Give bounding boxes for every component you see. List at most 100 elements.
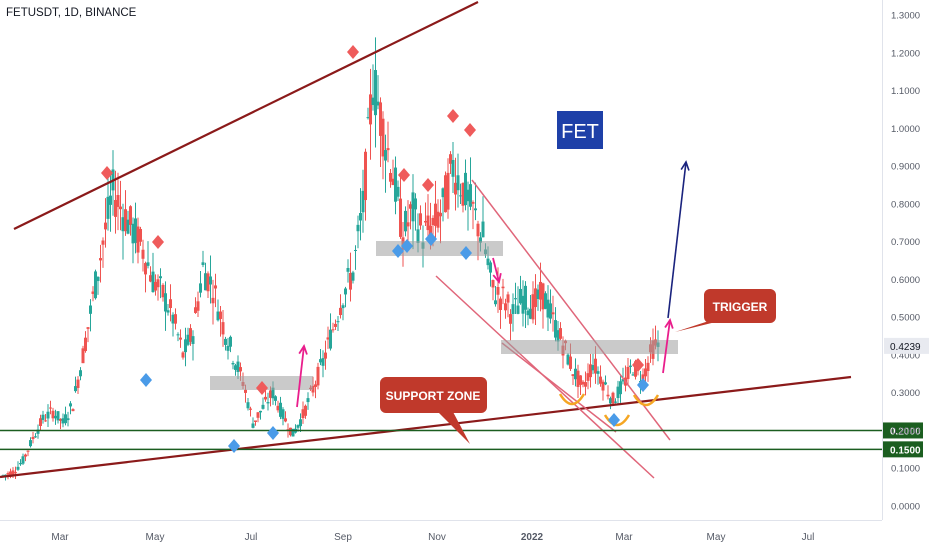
candle-body <box>11 470 15 476</box>
candle-body <box>481 221 485 238</box>
candle-body <box>101 240 105 245</box>
candle-body <box>464 172 467 206</box>
candle-body <box>526 310 530 316</box>
candle-body <box>19 463 22 465</box>
candle-body <box>219 311 222 319</box>
breakout-zone <box>501 340 678 354</box>
price-tick-label: 0.0000 <box>891 502 920 513</box>
candle-body <box>231 362 235 365</box>
candle-body <box>436 211 440 228</box>
candle-body <box>114 200 117 217</box>
pivot-high-diamond <box>464 123 476 137</box>
time-tick-label: May <box>146 532 165 543</box>
support-level-label: 0.1500 <box>890 445 921 456</box>
candle-body <box>316 366 320 386</box>
time-axis-svg: Mar May Jul Sep Nov 2022 Mar May Jul <box>51 532 814 543</box>
pivot-high-diamond <box>347 45 359 59</box>
candle-body <box>386 148 390 151</box>
up-arrow-trigger-head <box>664 317 674 329</box>
candle-body <box>266 402 270 404</box>
candle-body <box>64 414 67 424</box>
candle-body <box>501 286 505 289</box>
candle-body <box>234 365 237 370</box>
candle-body <box>121 217 125 232</box>
candle-body <box>524 285 527 310</box>
candle-body <box>144 263 147 275</box>
candle-body <box>531 294 535 320</box>
candle-body <box>154 281 157 291</box>
candle-body <box>594 358 597 374</box>
pivot-low-diamond <box>637 378 649 392</box>
candle-body <box>459 195 462 197</box>
candle-body <box>579 375 582 385</box>
candle-body <box>116 195 120 207</box>
candle-body <box>296 425 300 428</box>
candle-body <box>609 398 612 404</box>
candle-body <box>559 328 562 339</box>
candle-body <box>621 379 625 382</box>
price-tick-label: 1.0000 <box>891 124 920 135</box>
candle-body <box>454 182 457 195</box>
candle-body <box>586 373 590 381</box>
candle-body <box>536 289 540 300</box>
candle-body <box>389 172 392 182</box>
candle-body <box>44 420 47 422</box>
time-tick-label: Mar <box>51 532 69 543</box>
time-tick-label: Mar <box>615 532 633 543</box>
fet-badge <box>557 111 603 149</box>
candle-body <box>119 206 122 210</box>
pivot-low-diamond <box>608 413 620 427</box>
candle-body <box>169 299 172 309</box>
candle-body <box>431 217 435 225</box>
candle-body <box>164 293 167 312</box>
candle-body <box>439 212 442 217</box>
candle-body <box>279 402 282 417</box>
candle-body <box>91 291 95 294</box>
candle-body <box>56 411 60 421</box>
candle-body <box>644 368 647 377</box>
candle-body <box>339 307 342 316</box>
candle-body <box>606 394 610 397</box>
candle-body <box>59 418 62 421</box>
symbol-title: FETUSDT, 1D, BINANCE <box>6 7 137 19</box>
time-axis[interactable]: Mar May Jul Sep Nov 2022 Mar May Jul <box>0 520 882 551</box>
candle-body <box>54 415 57 419</box>
candle-body <box>521 295 525 314</box>
candle-body <box>61 418 65 424</box>
candle-body <box>244 389 247 393</box>
price-tick-label: 0.6000 <box>891 275 920 286</box>
candle-body <box>331 329 335 331</box>
price-tick-label: 0.7000 <box>891 237 920 248</box>
candle-body <box>176 334 180 336</box>
candle-body <box>336 321 340 323</box>
candle-body <box>249 408 252 410</box>
candle-body <box>334 323 337 327</box>
candle-body <box>71 409 75 412</box>
candle-body <box>74 386 77 392</box>
candle-body <box>509 314 512 324</box>
candle-body <box>604 382 607 385</box>
candle-body <box>384 150 387 161</box>
candle-body <box>571 374 575 377</box>
markers-layer <box>101 45 649 453</box>
candle-body <box>211 297 215 304</box>
candle-body <box>184 339 187 353</box>
candle-body <box>51 410 55 419</box>
candle-body <box>329 329 332 349</box>
candle-body <box>201 262 205 265</box>
candle-body <box>206 273 210 292</box>
candle-body <box>576 370 580 387</box>
candle-body <box>126 219 130 234</box>
candle-body <box>236 361 240 373</box>
candle-body <box>369 94 372 125</box>
price-axis[interactable]: 1.3000 1.2000 1.1000 1.0000 0.9000 0.8000 0.70… <box>882 0 932 520</box>
candle-body <box>541 283 545 310</box>
candle-body <box>506 294 510 303</box>
candle-body <box>494 300 497 305</box>
candle-body <box>204 273 207 291</box>
price-tick-label: 0.5000 <box>891 313 920 324</box>
candle-body <box>281 409 285 419</box>
cup-arc <box>558 393 586 406</box>
